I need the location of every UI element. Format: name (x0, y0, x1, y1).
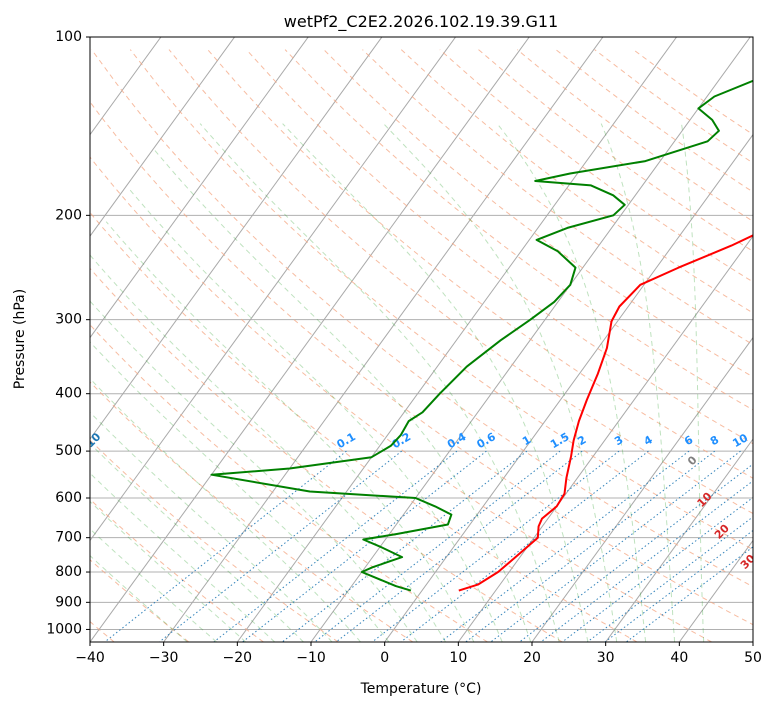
moist-adiabat--26 (90, 528, 217, 642)
x-tick-label: 30 (597, 650, 615, 666)
x-tick-label: 50 (744, 650, 762, 666)
mixing-ratio-label: 13 (760, 431, 775, 450)
moist-adiabat--14 (90, 442, 304, 642)
dry-adiabat--10 (90, 439, 339, 642)
y-tick-label: 100 (55, 29, 82, 45)
dry-adiabat-0 (90, 381, 414, 642)
y-tick-label: 800 (55, 564, 82, 580)
isotherm--50 (90, 37, 457, 542)
isotherm--80 (90, 37, 236, 237)
y-tick-label: 900 (55, 594, 82, 610)
axis-ticks: −40 −30 −20 −10 0 10 20 30 40 50 100 200 300 400 500 60… (46, 29, 762, 666)
dry-adiabat-60 (91, 49, 753, 588)
mixing-ratio-line (440, 450, 690, 642)
x-tick-label: 20 (523, 650, 541, 666)
moist-adiabat-42 (681, 123, 705, 642)
isotherm-30 (605, 438, 753, 642)
x-tick-label: −40 (75, 650, 105, 666)
background-lines (90, 37, 753, 642)
y-axis-label: Pressure (hPa) (12, 289, 28, 389)
x-axis-label: Temperature (°C) (360, 681, 482, 697)
dry-adiabat-140 (400, 49, 753, 314)
plot-frame (89, 36, 754, 643)
moist-adiabat-22 (199, 123, 560, 642)
x-tick-label: −20 (223, 650, 253, 666)
isotherm-20 (531, 336, 753, 642)
dewpoint-line (210, 79, 753, 592)
x-tick-label: 10 (449, 650, 467, 666)
mixing-ratio-line (625, 546, 753, 642)
y-tick-label: 600 (55, 490, 82, 506)
mixing-ratio-line (371, 450, 620, 642)
dry-adiabat-80 (168, 49, 753, 515)
x-tick-label: −10 (296, 650, 326, 666)
moist-adiabat-14 (128, 187, 503, 642)
y-tick-label: 500 (55, 443, 82, 459)
isotherm-50 (752, 641, 753, 642)
dry-adiabat-30 (90, 211, 638, 642)
dry-adiabat-110 (284, 49, 753, 411)
mixing-ratio-line (519, 463, 753, 642)
dry-adiabat-50 (90, 101, 753, 626)
dry-adiabat-90 (207, 49, 753, 479)
dry-adiabat-40 (90, 156, 712, 642)
moist-adiabat-label: 40 (765, 580, 775, 600)
isotherm--30 (163, 37, 604, 642)
dry-adiabat-130 (362, 49, 753, 346)
x-tick-label: 40 (670, 650, 688, 666)
moist-adiabat-2 (90, 300, 418, 642)
y-tick-label: 200 (55, 207, 82, 223)
mixing-ratio-line (158, 450, 403, 642)
isotherm--20 (236, 37, 678, 642)
moist-adiabat-34 (496, 123, 647, 642)
plot-background (90, 37, 753, 642)
y-tick-label: 300 (55, 312, 82, 328)
mixing-ratio-line (400, 450, 649, 642)
dry-adiabat-label: -20 (0, 400, 16, 423)
y-tick-label: 400 (55, 386, 82, 402)
isotherm--10 (310, 37, 751, 642)
isotherm-10 (457, 235, 753, 642)
dry-adiabat--30 (90, 559, 190, 642)
moist-adiabat--22 (90, 500, 247, 642)
mixing-ratio-line (490, 450, 741, 642)
x-tick-label: 0 (380, 650, 389, 666)
isotherm--40 (90, 37, 530, 642)
x-tick-label: −30 (149, 650, 179, 666)
y-tick-label: 1000 (46, 621, 82, 637)
moist-adiabat--30 (90, 554, 188, 642)
mixing-ratio-line (104, 450, 347, 642)
mixing-ratio-line (465, 450, 716, 642)
y-tick-label: 700 (55, 530, 82, 546)
series-lines (210, 79, 753, 592)
temperature-line (458, 234, 753, 592)
moist-adiabat-38 (600, 123, 676, 642)
isotherm--90 (90, 37, 162, 136)
mixing-ratio-line (604, 529, 753, 642)
mixing-ratio-line (540, 480, 753, 642)
moist-adiabat-18 (153, 149, 532, 642)
isotherm--70 (90, 37, 309, 339)
isotherm--60 (90, 37, 383, 440)
moist-adiabat--10 (90, 411, 333, 642)
chart-title: wetPf2_C2E2.2026.102.19.39.G11 (284, 12, 558, 32)
